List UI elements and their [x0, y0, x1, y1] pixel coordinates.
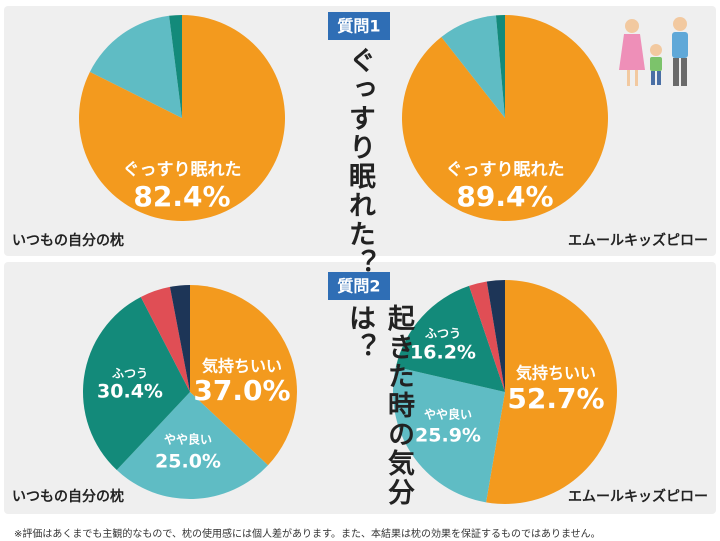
pie-slice	[469, 281, 505, 392]
pie-slice	[82, 296, 190, 470]
pie-slice	[495, 15, 505, 118]
pie-title: いつもの自分の枕	[12, 488, 124, 505]
pie-title: いつもの自分の枕	[12, 232, 124, 249]
pie-slice	[395, 285, 505, 392]
value-label: 82.4%	[133, 180, 230, 213]
value-label: 25.9%	[415, 425, 481, 447]
pie-title: エムールキッズピロー	[568, 488, 708, 505]
pie-slice	[116, 392, 268, 499]
value-label: 25.0%	[155, 451, 221, 473]
badge-text: 質問1	[337, 17, 380, 36]
pie-slice	[169, 15, 182, 118]
slice-label: 気持ちいい	[516, 364, 596, 383]
value-label: 37.0%	[193, 374, 290, 407]
question: 起きた時の気分は？	[344, 304, 414, 507]
pie-slice	[169, 285, 190, 392]
value-label: 89.4%	[456, 180, 553, 213]
value-label: 52.7%	[507, 382, 604, 415]
pie-slice	[392, 366, 505, 503]
question: ぐっすり眠れた？	[344, 46, 375, 278]
pie-slice	[89, 15, 182, 118]
pie-slice	[190, 285, 297, 466]
slice-label: ぐっすり眠れた	[446, 160, 565, 180]
badge	[328, 12, 390, 40]
pie-slice	[79, 15, 286, 221]
pie-slice	[441, 15, 505, 118]
pie-slice	[486, 280, 505, 392]
badge	[328, 272, 390, 300]
value-label: 30.4%	[97, 381, 163, 403]
badge-text: 質問2	[337, 277, 380, 296]
slice-label: ふつう	[425, 327, 461, 341]
footnote: ※評価はあくまでも主観的なもので、枕の使用感には個人差があります。また、本結果は…	[14, 527, 601, 540]
family-icon	[619, 17, 688, 86]
pie-slice	[140, 286, 190, 392]
pie-title: エムールキッズピロー	[568, 232, 708, 249]
value-label: 16.2%	[410, 342, 476, 364]
slice-label: ふつう	[112, 367, 148, 381]
pie-slice	[486, 280, 617, 504]
slice-label: 気持ちいい	[202, 357, 282, 376]
slice-label: やや良い	[424, 407, 472, 422]
slice-label: やや良い	[164, 432, 212, 447]
slice-label: ぐっすり眠れた	[123, 160, 242, 180]
